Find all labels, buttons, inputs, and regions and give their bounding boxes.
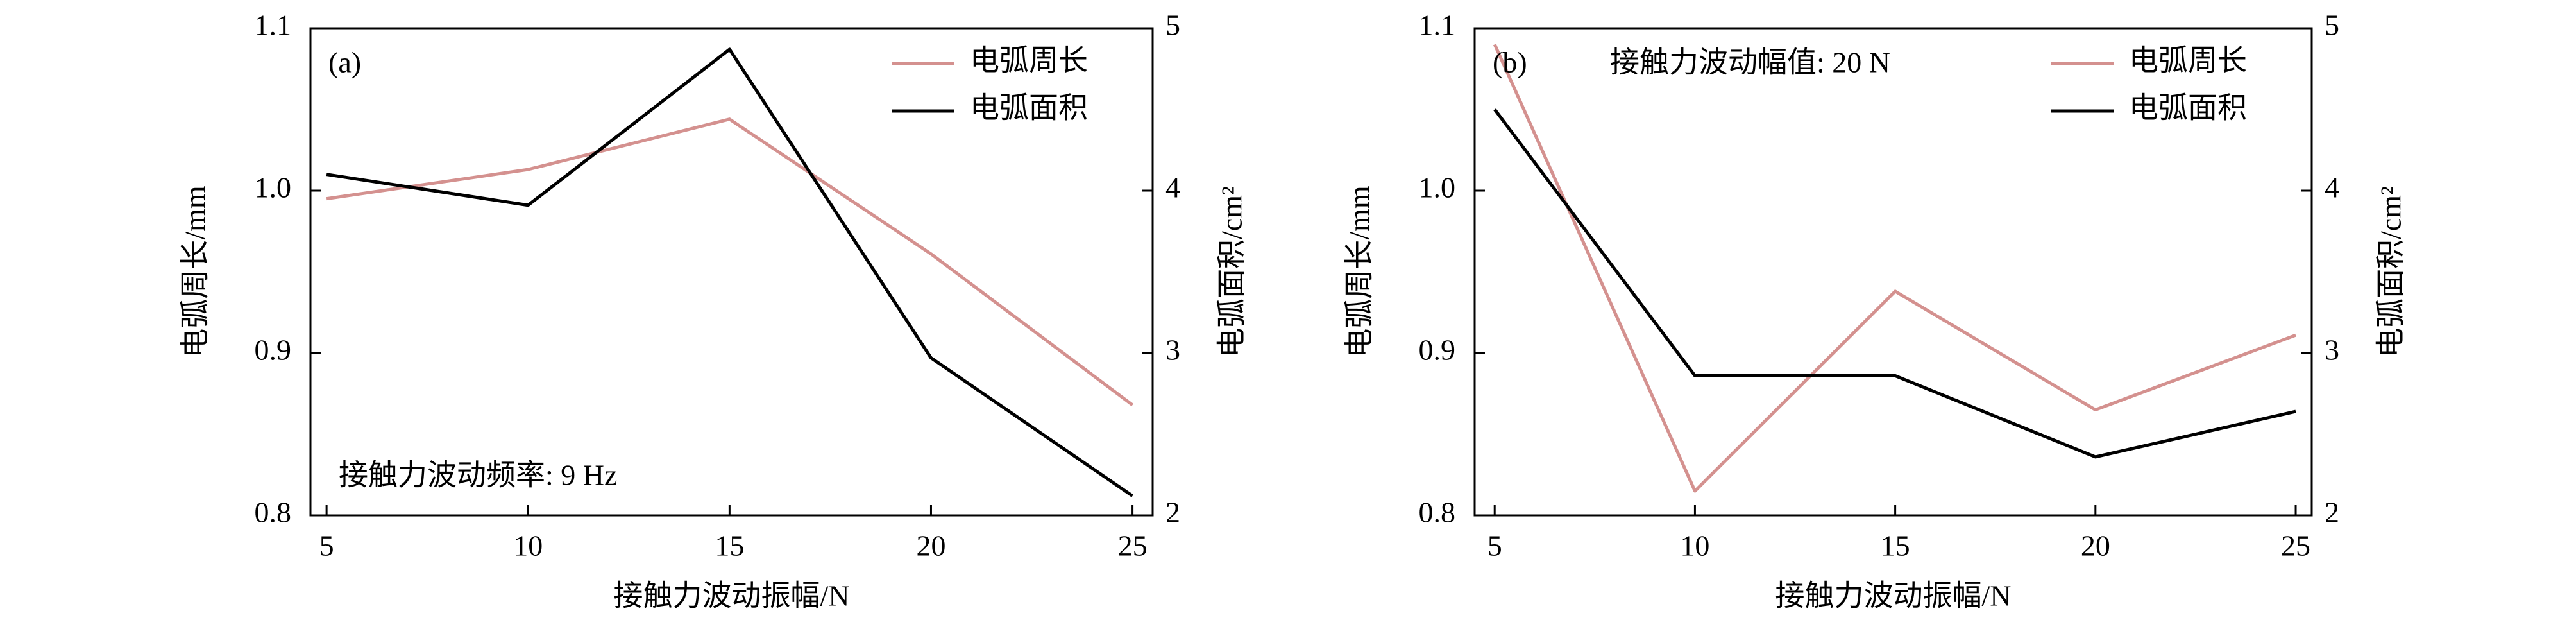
- y2-tick-label: 5: [1165, 9, 1180, 42]
- x-tick-label: 20: [916, 530, 945, 562]
- chart-panel: 5 10 15 20 25 0.8 0.9 1.0 1.1 2 3 4 5 接触力波动振幅/N 电弧周长/m…: [179, 9, 1248, 612]
- x-tick-label: 20: [2081, 530, 2110, 562]
- y2-tick-label: 3: [1165, 334, 1180, 366]
- legend-label: 电弧面积: [970, 92, 1088, 125]
- y-tick-label: 0.9: [1419, 334, 1456, 366]
- y2-axis-label: 电弧面积/cm²: [2375, 186, 2407, 358]
- panel-label: (a): [328, 46, 361, 79]
- x-tick-label: 25: [2281, 530, 2310, 562]
- x-tick-label: 15: [715, 530, 744, 562]
- x-tick-label: 10: [1680, 530, 1709, 562]
- y2-tick-label: 5: [2325, 9, 2339, 42]
- y2-tick-label: 3: [2325, 334, 2339, 366]
- x-tick-label: 5: [319, 530, 334, 562]
- x-axis-label: 接触力波动振幅/N: [1775, 580, 2012, 612]
- y-axis-label: 电弧周长/mm: [179, 185, 212, 358]
- x-tick-label: 5: [1487, 530, 1502, 562]
- data-line: [1493, 44, 2296, 493]
- y-tick-label: 1.0: [1419, 171, 1456, 204]
- y-tick-label: 0.8: [1419, 496, 1456, 529]
- y-tick-label: 0.8: [255, 496, 292, 529]
- plot-frame: [1473, 27, 2313, 517]
- x-tick-label: 15: [1881, 530, 1910, 562]
- y-tick-label: 1.0: [255, 171, 292, 204]
- y-tick-label: 1.1: [1419, 9, 1456, 42]
- legend-label: 电弧周长: [970, 44, 1088, 77]
- y2-tick-label: 2: [1165, 496, 1180, 529]
- legend-label: 电弧周长: [2129, 44, 2247, 77]
- x-axis-label: 接触力波动振幅/N: [614, 580, 850, 612]
- panel-label: (b): [1493, 46, 1527, 79]
- annotation: 接触力波动频率: 9 Hz: [339, 459, 617, 492]
- chart-panel: 5 10 15 20 25 0.8 0.9 1.0 1.1 2 3 4 5 接触力波动振幅/N 电弧周长/m…: [1343, 9, 2407, 612]
- y-axis-label: 电弧周长/mm: [1343, 185, 1376, 358]
- y2-axis-label: 电弧面积/cm²: [1216, 186, 1248, 358]
- annotation: 接触力波动幅值: 20 N: [1610, 46, 1890, 79]
- data-line: [326, 117, 1134, 406]
- data-line: [1493, 108, 2296, 459]
- x-tick-label: 10: [513, 530, 543, 562]
- y2-tick-label: 2: [2325, 496, 2339, 529]
- plot-frame: [309, 27, 1154, 517]
- y-tick-label: 0.9: [255, 334, 292, 366]
- y2-tick-label: 4: [1165, 171, 1180, 204]
- data-line: [326, 47, 1134, 497]
- y2-tick-label: 4: [2325, 171, 2339, 204]
- legend-label: 电弧面积: [2129, 92, 2247, 125]
- x-tick-label: 25: [1118, 530, 1148, 562]
- y-tick-label: 1.1: [255, 9, 292, 42]
